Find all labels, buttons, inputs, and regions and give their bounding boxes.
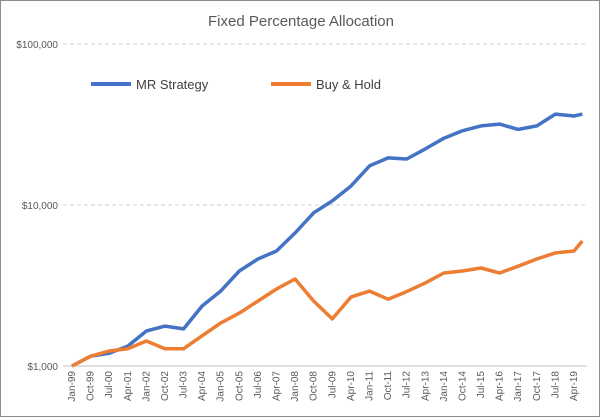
y-tick-label: $100,000 (16, 40, 58, 51)
x-tick-label: Jul-03 (179, 371, 190, 399)
x-tick-label: Oct-14 (457, 371, 468, 401)
x-tick-label: Apr-19 (569, 371, 580, 401)
x-tick-label: Apr-10 (346, 371, 357, 401)
series-line-buy-and-hold (71, 239, 584, 368)
x-tick-label: Jan-08 (290, 371, 301, 402)
x-tick-label: Jul-00 (104, 371, 115, 399)
x-tick-label: Oct-08 (309, 371, 320, 401)
y-tick-label: $10,000 (22, 201, 59, 212)
x-tick-label: Oct-02 (160, 371, 171, 401)
x-tick-label: Oct-99 (86, 371, 97, 401)
x-tick-label: Oct-05 (234, 371, 245, 401)
legend-label: Buy & Hold (316, 77, 381, 92)
x-tick-label: Jul-06 (253, 371, 264, 399)
x-tick-label: Apr-01 (123, 371, 134, 401)
x-tick-label: Jan-05 (216, 371, 227, 402)
x-tick-label: Jan-17 (513, 371, 524, 402)
x-tick-label: Jul-18 (550, 371, 561, 399)
x-tick-label: Oct-17 (532, 371, 543, 401)
x-tick-label: Apr-16 (495, 371, 506, 401)
x-tick-label: Oct-11 (383, 371, 394, 401)
x-tick-label: Jul-09 (327, 371, 338, 399)
y-tick-label: $1,000 (27, 362, 58, 373)
x-tick-label: Jan-14 (439, 371, 450, 402)
series-line-mr-strategy (71, 112, 583, 368)
legend-label: MR Strategy (136, 77, 209, 92)
x-tick-label: Jul-15 (476, 371, 487, 399)
x-tick-label: Apr-13 (420, 371, 431, 401)
chart-title: Fixed Percentage Allocation (208, 13, 394, 30)
x-tick-label: Apr-07 (272, 371, 283, 401)
x-tick-label: Apr-04 (197, 371, 208, 401)
x-tick-label: Jan-99 (67, 371, 78, 402)
x-tick-label: Jan-02 (141, 371, 152, 402)
x-tick-label: Jan-11 (364, 371, 375, 401)
x-tick-label: Jul-12 (402, 371, 413, 399)
